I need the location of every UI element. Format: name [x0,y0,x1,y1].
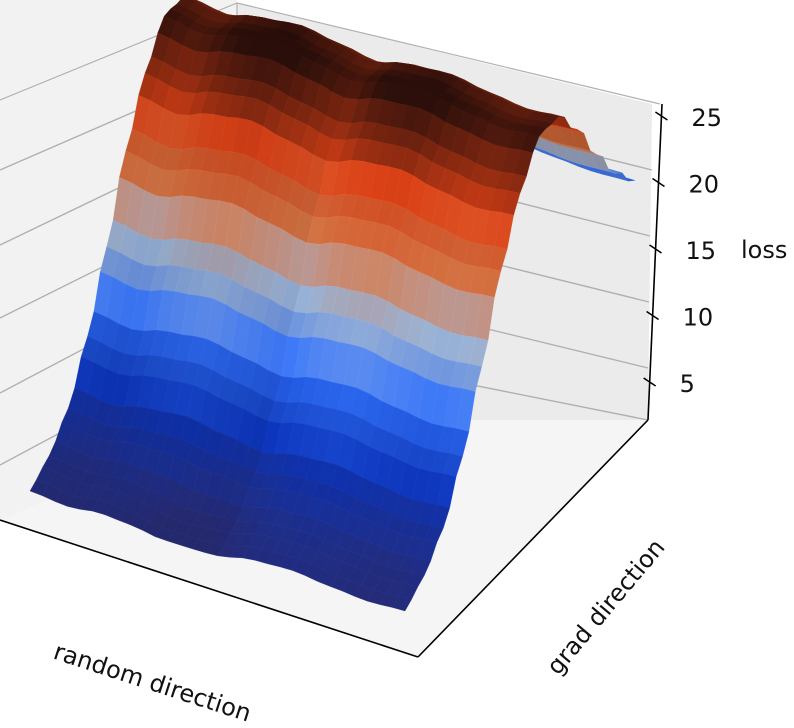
x-axis-label: random direction [50,637,254,727]
gridline [236,2,661,105]
z-tick [655,111,668,121]
z-tick-label: 5 [680,370,695,398]
z-axis-label: loss [741,236,787,264]
z-tick [649,244,662,254]
surface-patch [392,596,412,612]
z-ticks: 5 10 15 20 25 [643,104,722,398]
z-axis-line [647,103,663,421]
z-tick-label: 20 [688,171,719,199]
z-tick-label: 15 [686,237,717,265]
y-axis-line [417,419,649,658]
z-tick-label: 25 [691,104,722,132]
z-tick-label: 10 [683,304,714,332]
axes-lines [0,103,663,658]
loss-surface [29,0,636,612]
z-tick [643,377,657,387]
z-tick [646,310,660,321]
y-axis-label: grad direction [541,534,670,681]
x-axis-line [0,519,419,658]
z-tick [652,177,665,188]
